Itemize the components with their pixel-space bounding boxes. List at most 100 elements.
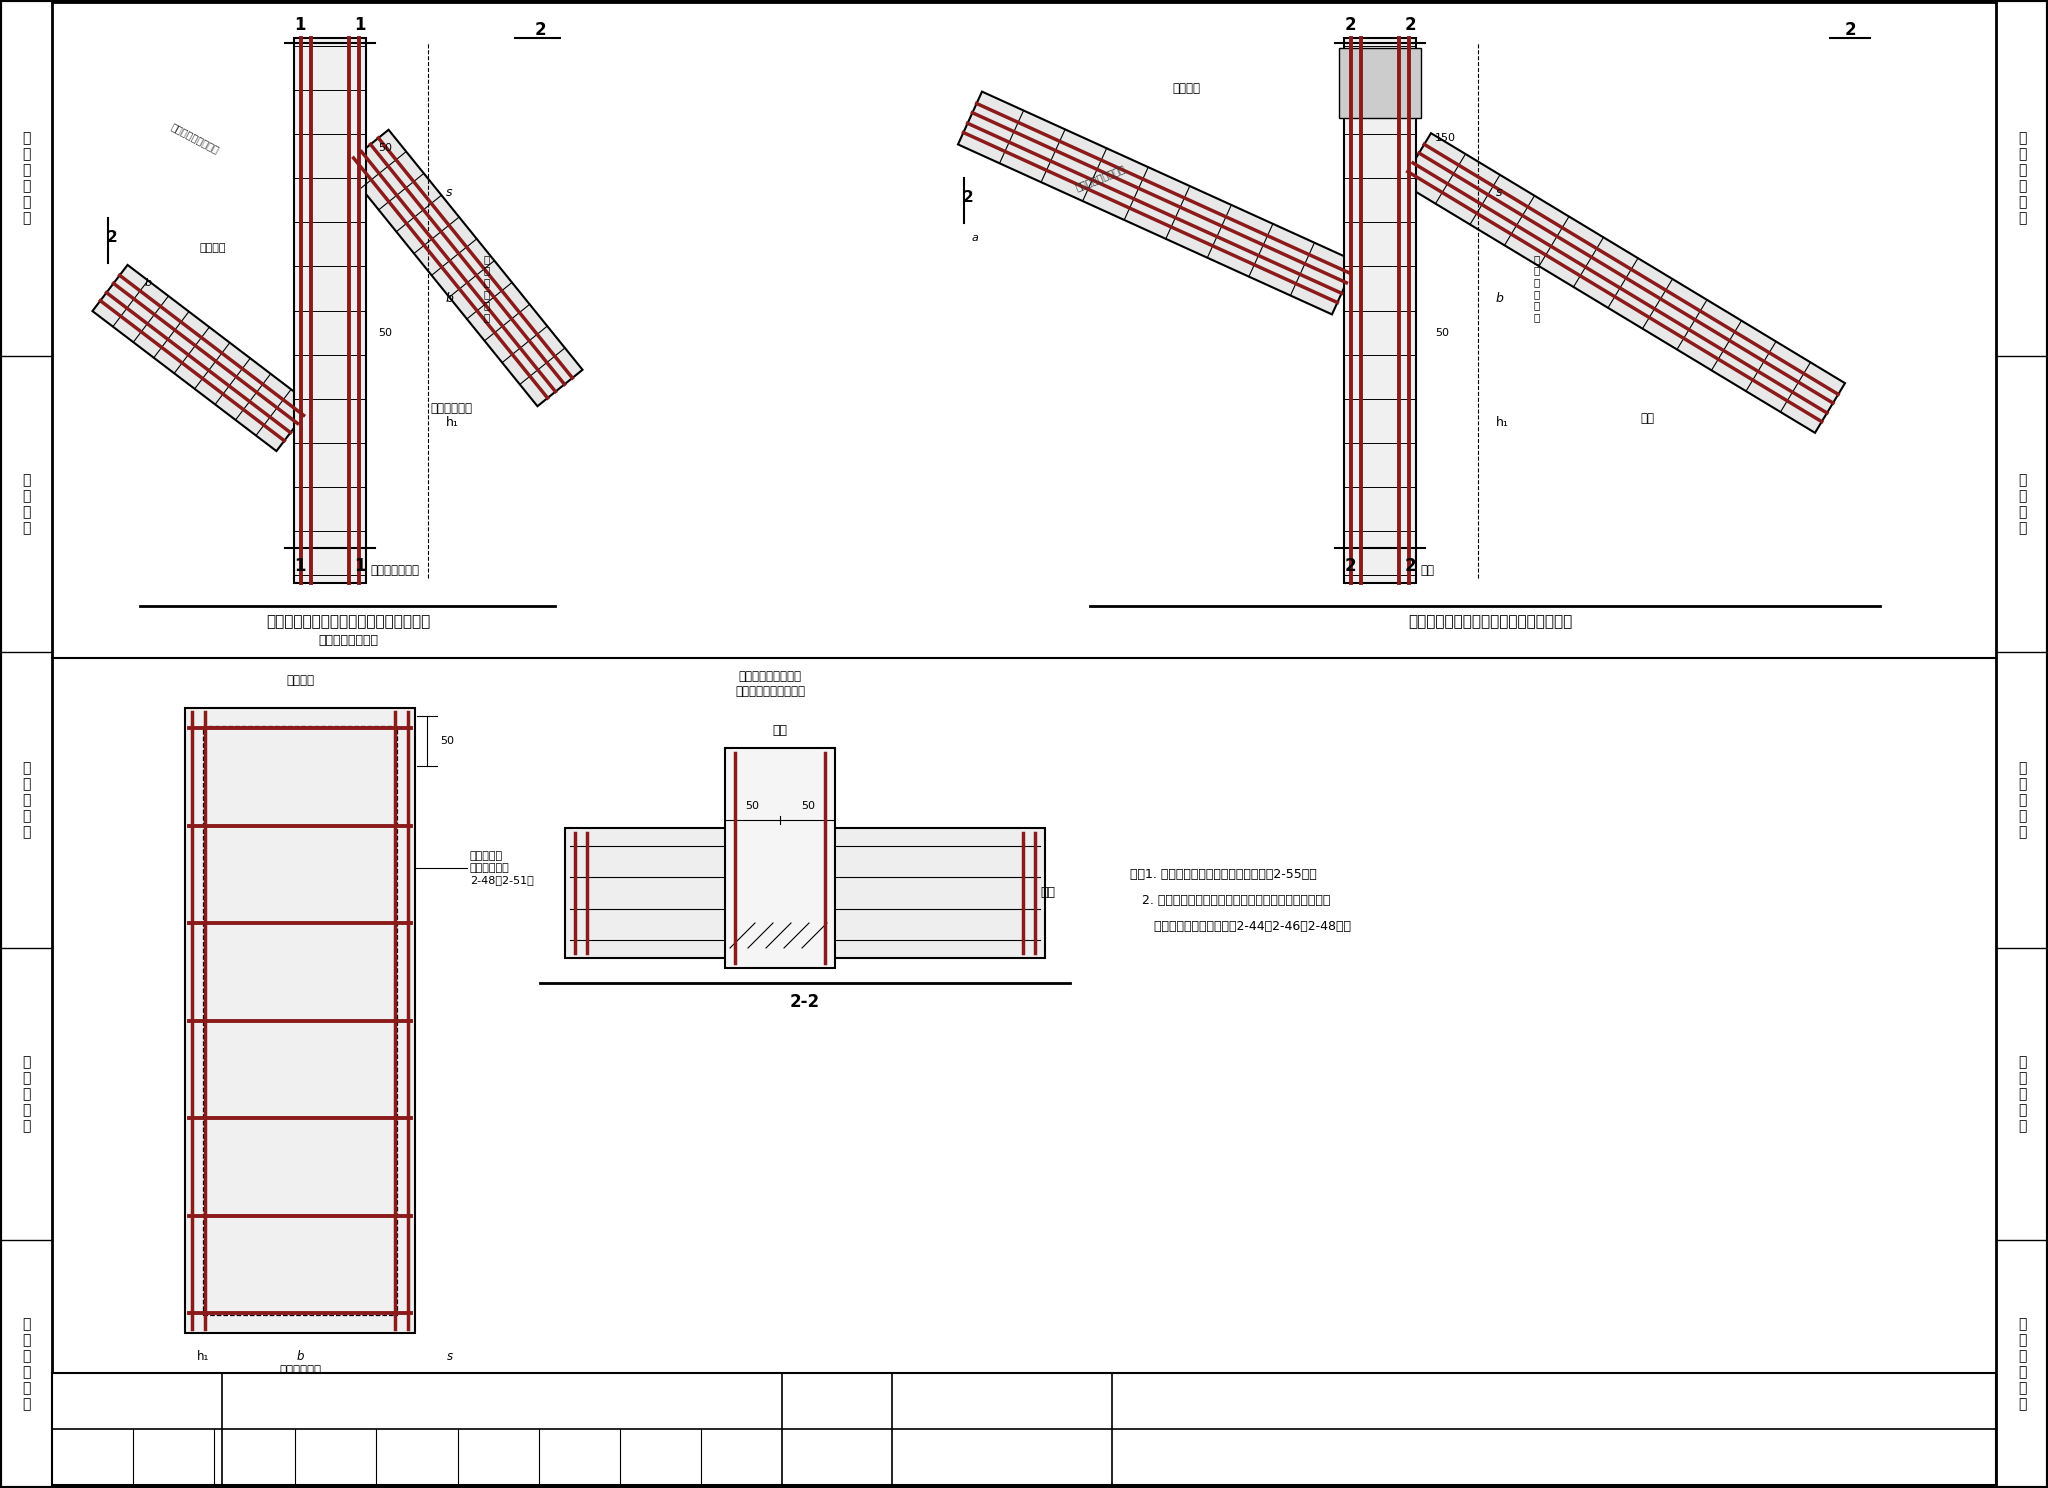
Text: 箍筋间距，箍筋间距: 箍筋间距，箍筋间距 [170,121,221,155]
Text: 分: 分 [2017,521,2025,536]
Text: 1: 1 [295,557,305,574]
Polygon shape [958,92,1356,314]
Bar [203,726,397,1315]
Text: 梁: 梁 [2017,1333,2025,1347]
Text: 板: 板 [23,1088,31,1101]
Text: 框: 框 [2017,473,2025,487]
Text: 构: 构 [2017,164,2025,177]
Polygon shape [92,265,311,451]
Text: 要: 要 [23,195,31,208]
Text: 主梁: 主梁 [772,723,788,737]
Bar [1997,356,2048,652]
Text: 50: 50 [801,801,815,811]
Bar [565,827,1044,958]
Polygon shape [344,129,582,406]
Text: 分: 分 [2017,824,2025,839]
Text: 普: 普 [2017,1055,2025,1068]
Text: s: s [1495,186,1503,199]
Text: 主梁（悬挑梁）: 主梁（悬挑梁） [371,564,420,576]
Text: 附加箍筋: 附加箍筋 [201,243,227,253]
Text: 框: 框 [23,473,31,487]
Bar [0,356,51,652]
Text: 审核: 审核 [86,1452,98,1463]
Text: 剪: 剪 [2017,760,2025,775]
Text: 附加箍筋: 附加箍筋 [1171,82,1200,95]
Text: 2: 2 [535,21,547,39]
Text: 一: 一 [2017,131,2025,144]
Bar [1997,652,2048,948]
Text: b: b [1495,292,1503,305]
Text: 刘/2双: 刘/2双 [244,1452,266,1463]
Text: 高志强: 高志强 [408,1452,426,1463]
Text: a: a [971,234,979,243]
Text: 次梁上部纵向钢筋在
主梁纵筋之下平直通过: 次梁上部纵向钢筋在 主梁纵筋之下平直通过 [735,670,805,698]
Text: 分: 分 [2017,1119,2025,1132]
Text: 构: 构 [23,164,31,177]
Text: 校对: 校对 [330,1452,342,1463]
Text: 两
梁
截
面
高
度: 两 梁 截 面 高 度 [1534,254,1540,321]
Bar [0,652,51,948]
Text: 楼: 楼 [23,1350,31,1363]
Text: s: s [446,186,453,199]
Text: 附加箍筋范围: 附加箍筋范围 [279,1363,322,1376]
Text: 般: 般 [23,147,31,161]
Text: 注：1. 附加箍筋的排布构造详见本图集第2-55页。: 注：1. 附加箍筋的排布构造详见本图集第2-55页。 [1130,868,1317,881]
Text: 分: 分 [23,521,31,536]
Text: 般: 般 [2017,147,2025,161]
Text: 2: 2 [1405,557,1415,574]
Text: 架: 架 [2017,490,2025,503]
Text: 部: 部 [23,1103,31,1117]
Text: 18G901-1: 18G901-1 [961,1393,1042,1409]
Text: 部: 部 [2017,1381,2025,1396]
Text: 50: 50 [440,737,455,745]
Text: 部: 部 [23,1381,31,1396]
Text: 2-47: 2-47 [983,1449,1022,1464]
Text: 墙: 墙 [2017,793,2025,806]
Text: 部: 部 [2017,809,2025,823]
Text: 1: 1 [354,557,367,574]
Bar [51,1373,1997,1485]
Text: 2: 2 [1843,21,1855,39]
Text: 框架部分: 框架部分 [119,1393,156,1409]
Text: 页: 页 [834,1451,842,1464]
Text: 50: 50 [1436,327,1450,338]
Text: （主梁为悬挑梁）: （主梁为悬挑梁） [317,634,379,646]
Text: 部: 部 [23,504,31,519]
Text: 楼: 楼 [2017,1350,2025,1363]
Text: 1: 1 [295,16,305,34]
Text: 雷双: 雷双 [735,1452,748,1463]
Bar [0,1240,51,1488]
Text: h₁: h₁ [1495,417,1509,430]
Text: 盖: 盖 [23,1364,31,1379]
Text: 图集号: 图集号 [825,1394,848,1408]
Bar [1997,1240,2048,1488]
Bar [0,948,51,1240]
Text: b: b [446,292,455,305]
Text: 盖: 盖 [2017,1364,2025,1379]
Text: 墙: 墙 [23,793,31,806]
Text: b: b [145,278,152,289]
Text: 2: 2 [106,231,117,246]
Text: 要: 要 [2017,195,2025,208]
Text: b: b [297,1350,303,1363]
Text: 150: 150 [1436,132,1456,143]
Text: 分: 分 [23,824,31,839]
Text: 无: 无 [2017,1317,2025,1330]
Text: 筋锚固做法详见本图集第2-44～2-46、2-48页。: 筋锚固做法详见本图集第2-44～2-46、2-48页。 [1130,920,1352,933]
Text: 分: 分 [23,1119,31,1132]
Text: s: s [446,1350,453,1363]
Text: 50: 50 [379,143,391,153]
Text: 刘  健: 刘 健 [164,1452,182,1463]
Text: 主、次梁斜交时钢筋排布构造详图: 主、次梁斜交时钢筋排布构造详图 [426,1391,578,1411]
Text: 分: 分 [2017,1397,2025,1411]
Text: 2-2: 2-2 [791,992,819,1010]
Bar [184,708,416,1333]
Text: 2: 2 [1405,16,1415,34]
Text: 求: 求 [23,211,31,225]
Text: 梁: 梁 [23,1333,31,1347]
Text: 悬挑架纵筋
详见本图集第
2-48～2-51页: 悬挑架纵筋 详见本图集第 2-48～2-51页 [469,851,535,884]
Text: 主梁: 主梁 [1419,564,1434,576]
Bar [1343,39,1415,583]
Text: 分: 分 [23,1397,31,1411]
Text: 部: 部 [2017,504,2025,519]
